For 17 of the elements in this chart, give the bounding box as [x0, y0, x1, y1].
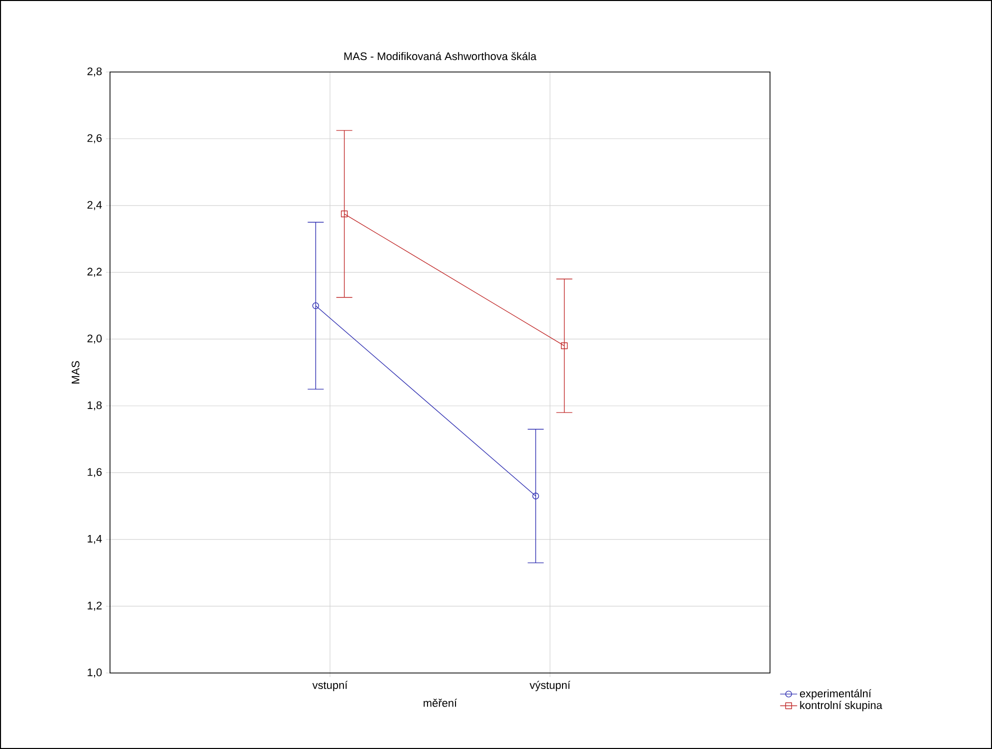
y-tick-label: 1,4 [88, 534, 102, 544]
x-axis-title: měření [424, 698, 458, 707]
x-tick-label: vstupní [312, 680, 348, 692]
x-tick-label: výstupní [530, 680, 570, 692]
legend-label: experimentální [800, 689, 872, 700]
y-tick-label: 2,2 [87, 268, 102, 277]
y-axis-title: MAS [72, 361, 80, 384]
y-tick-label: 1,0 [88, 668, 102, 678]
y-tick-label: 1,2 [88, 602, 102, 611]
y-tick-label: 2,0 [87, 334, 102, 344]
y-tick-label: 1,8 [88, 401, 102, 410]
y-tick-label: 2,6 [87, 134, 102, 144]
legend-label: kontrolní skupina [800, 700, 882, 712]
y-tick-label: 1,6 [88, 468, 102, 478]
y-tick-label: 2,8 [87, 67, 102, 77]
y-tick-label: 2,4 [87, 201, 102, 210]
chart-title: MAS - Modifikovaná Ashworthova škála [344, 52, 537, 60]
